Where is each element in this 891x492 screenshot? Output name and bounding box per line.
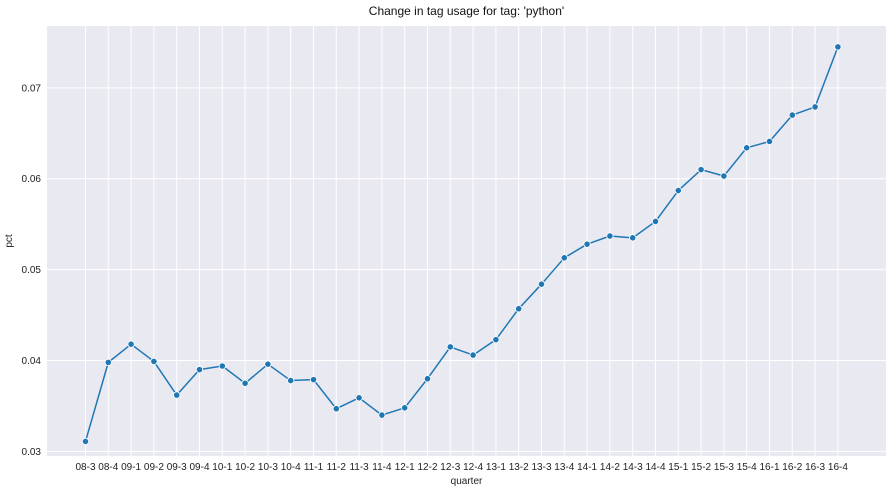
data-point bbox=[264, 360, 272, 368]
x-tick-label: 13-4 bbox=[554, 462, 574, 473]
x-tick-label: 13-2 bbox=[509, 462, 529, 473]
data-point bbox=[446, 343, 454, 351]
x-tick-label: 14-4 bbox=[645, 462, 665, 473]
x-tick-label: 12-1 bbox=[395, 462, 415, 473]
x-tick-label: 16-1 bbox=[759, 462, 779, 473]
data-point bbox=[492, 336, 500, 344]
data-point bbox=[195, 366, 204, 374]
x-tick-label: 11-3 bbox=[349, 462, 369, 473]
data-point bbox=[355, 394, 363, 402]
x-axis-label: quarter bbox=[451, 476, 483, 487]
y-tick-label: 0.04 bbox=[22, 356, 42, 367]
x-tick-label: 14-2 bbox=[600, 462, 620, 473]
tick-labels: 08-3 08-4 09-1 09-2 09-3 09-4 10-1 10-2 10-3 10-4… bbox=[22, 83, 849, 473]
x-tick-label: 12-4 bbox=[463, 462, 483, 473]
x-tick-label: 13-3 bbox=[531, 462, 551, 473]
series-line bbox=[84, 46, 839, 442]
data-point bbox=[720, 172, 728, 180]
x-tick-label: 11-2 bbox=[327, 462, 347, 473]
x-tick-label: 10-4 bbox=[281, 462, 301, 473]
x-tick-label: 09-4 bbox=[189, 462, 209, 473]
y-tick-label: 0.06 bbox=[22, 174, 42, 185]
y-tick-label: 0.07 bbox=[22, 83, 42, 94]
data-point bbox=[287, 376, 295, 385]
x-tick-label: 14-1 bbox=[577, 462, 597, 473]
data-point bbox=[515, 305, 523, 313]
data-point bbox=[560, 254, 568, 262]
data-point bbox=[423, 375, 432, 383]
data-point bbox=[173, 391, 181, 399]
x-tick-label: 16-2 bbox=[782, 462, 802, 473]
x-tick-label: 09-1 bbox=[121, 462, 141, 473]
x-tick-label: 14-3 bbox=[623, 462, 643, 473]
data-point bbox=[651, 217, 660, 226]
plot-area bbox=[47, 26, 886, 456]
x-tick-label: 08-3 bbox=[75, 462, 95, 473]
x-tick-label: 16-3 bbox=[805, 462, 825, 473]
data-point bbox=[606, 232, 614, 240]
x-tick-label: 09-3 bbox=[167, 462, 187, 473]
x-tick-label: 10-3 bbox=[258, 462, 278, 473]
grid-lines bbox=[47, 26, 886, 456]
x-tick-label: 15-2 bbox=[691, 462, 711, 473]
x-tick-label: 08-4 bbox=[98, 462, 118, 473]
x-tick-label: 12-2 bbox=[417, 462, 437, 473]
data-point bbox=[81, 437, 90, 446]
x-tick-label: 11-4 bbox=[372, 462, 392, 473]
chart-title: Change in tag usage for tag: 'python' bbox=[369, 4, 564, 18]
data-point bbox=[697, 166, 705, 174]
x-tick-label: 12-3 bbox=[440, 462, 460, 473]
data-point bbox=[218, 362, 226, 370]
x-tick-label: 10-1 bbox=[212, 462, 232, 473]
data-point bbox=[150, 357, 158, 366]
series-group bbox=[81, 43, 842, 446]
data-point bbox=[127, 340, 135, 348]
data-point bbox=[765, 137, 774, 146]
data-point bbox=[469, 351, 477, 359]
x-tick-label: 09-2 bbox=[144, 462, 164, 473]
data-point bbox=[583, 240, 591, 248]
data-point bbox=[811, 103, 819, 111]
data-point bbox=[788, 111, 796, 119]
data-point bbox=[401, 404, 409, 412]
data-point bbox=[378, 411, 386, 419]
x-tick-label: 13-1 bbox=[486, 462, 506, 473]
data-point bbox=[104, 358, 112, 366]
x-tick-label: 10-2 bbox=[235, 462, 255, 473]
y-tick-label: 0.03 bbox=[22, 447, 42, 458]
data-point bbox=[743, 144, 751, 152]
data-point bbox=[332, 405, 340, 413]
y-axis-label: pct bbox=[4, 234, 15, 248]
y-tick-label: 0.05 bbox=[22, 265, 42, 276]
data-point bbox=[629, 234, 637, 242]
data-point bbox=[309, 376, 318, 384]
x-tick-label: 15-4 bbox=[737, 462, 757, 473]
data-point bbox=[241, 379, 249, 387]
x-tick-label: 15-3 bbox=[714, 462, 734, 473]
data-point bbox=[537, 280, 546, 288]
x-tick-label: 15-1 bbox=[668, 462, 688, 473]
data-point bbox=[834, 43, 842, 51]
x-tick-label: 16-4 bbox=[828, 462, 848, 473]
x-tick-label: 11-1 bbox=[304, 462, 324, 473]
data-point bbox=[674, 186, 682, 195]
